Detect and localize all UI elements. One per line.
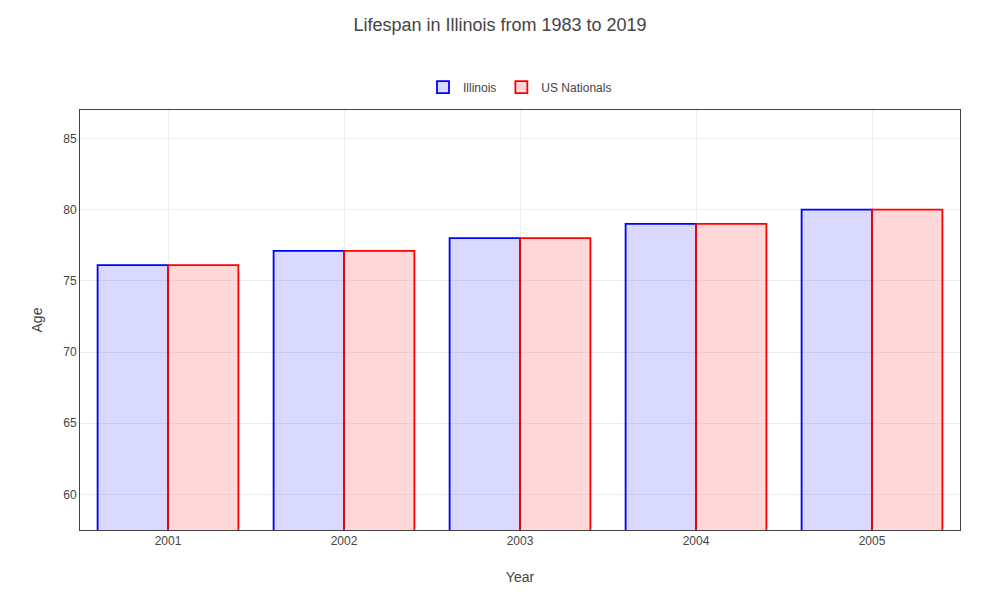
svg-text:80: 80 (63, 203, 77, 217)
svg-text:Age: Age (29, 307, 45, 332)
svg-text:75: 75 (63, 274, 77, 288)
svg-text:Year: Year (506, 569, 535, 585)
svg-text:65: 65 (63, 416, 77, 430)
svg-text:2005: 2005 (859, 534, 886, 548)
svg-text:70: 70 (63, 345, 77, 359)
svg-text:US Nationals: US Nationals (541, 81, 611, 95)
svg-text:Lifespan in Illinois from 1983: Lifespan in Illinois from 1983 to 2019 (353, 15, 646, 35)
svg-text:85: 85 (63, 132, 77, 146)
svg-text:Illinois: Illinois (463, 81, 496, 95)
svg-text:2004: 2004 (683, 534, 710, 548)
svg-text:2003: 2003 (507, 534, 534, 548)
svg-text:60: 60 (63, 488, 77, 502)
svg-text:2001: 2001 (155, 534, 182, 548)
svg-text:2002: 2002 (331, 534, 358, 548)
